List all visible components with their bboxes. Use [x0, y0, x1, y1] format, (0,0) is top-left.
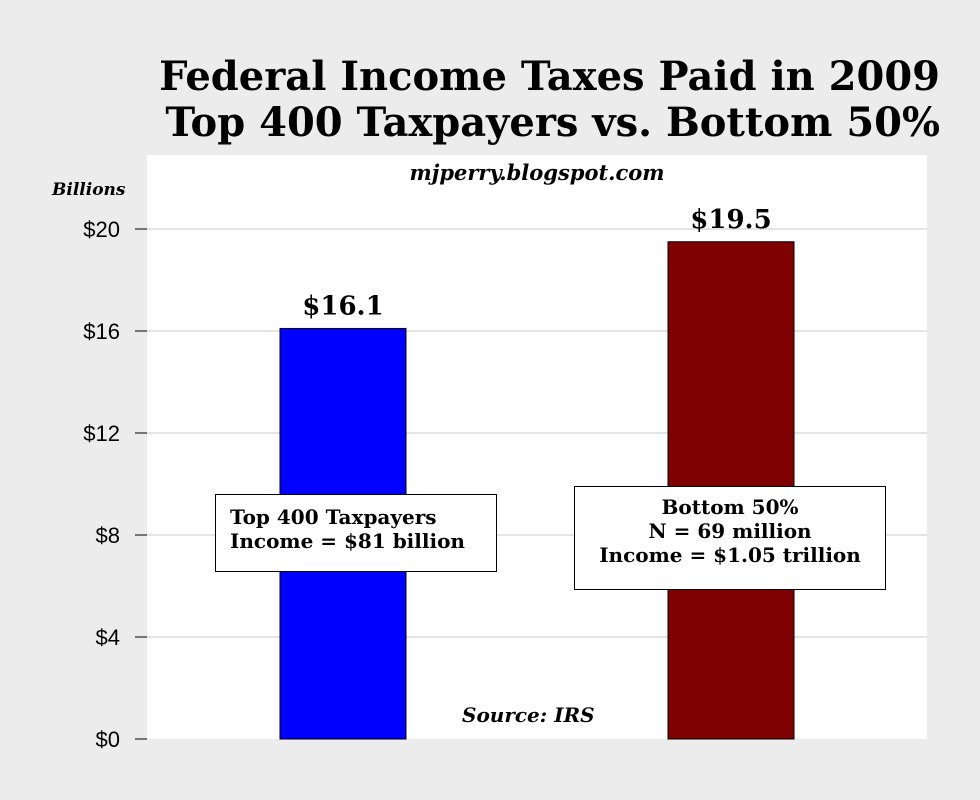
y-tick-label: $16 — [83, 319, 120, 344]
watermark-text: mjperry.blogspot.com — [409, 160, 665, 185]
y-tick-label: $0 — [96, 727, 120, 752]
chart-title: Federal Income Taxes Paid in 2009 Top 40… — [0, 54, 940, 146]
y-tick-label: $8 — [96, 523, 120, 548]
annotation-bottom-50: Bottom 50% N = 69 million Income = $1.05… — [574, 486, 886, 590]
y-axis-unit-label: Billions — [52, 180, 126, 200]
bar-value-label: $19.5 — [690, 205, 771, 235]
plot-area — [147, 155, 927, 739]
annotation-bottom-50-line-2: N = 69 million — [648, 519, 812, 543]
annotation-bottom-50-line-3: Income = $1.05 trillion — [599, 543, 861, 567]
annotation-top-400-line-1: Top 400 Taxpayers — [230, 505, 437, 529]
annotation-top-400: Top 400 Taxpayers Income = $81 billion — [215, 494, 497, 572]
source-note: Source: IRS — [462, 703, 595, 727]
chart-title-line-1: Federal Income Taxes Paid in 2009 — [159, 53, 940, 100]
y-tick-label: $20 — [83, 217, 120, 242]
bar-value-label: $16.1 — [302, 291, 383, 321]
annotation-bottom-50-line-1: Bottom 50% — [661, 495, 799, 519]
y-tick-label: $4 — [96, 625, 120, 650]
chart-title-line-2: Top 400 Taxpayers vs. Bottom 50% — [165, 99, 940, 146]
y-tick-label: $12 — [83, 421, 120, 446]
annotation-top-400-line-2: Income = $81 billion — [230, 529, 465, 553]
